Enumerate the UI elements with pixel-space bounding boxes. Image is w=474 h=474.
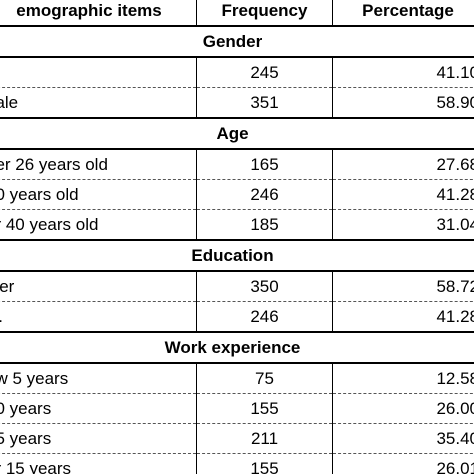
row-percentage: 31.04 bbox=[332, 209, 474, 241]
section-title: Age bbox=[0, 117, 474, 150]
row-percentage: 35.40 bbox=[332, 423, 474, 454]
header-percentage: Percentage bbox=[332, 0, 474, 27]
row-item-label: ster bbox=[0, 271, 197, 302]
row-frequency: 75 bbox=[196, 363, 333, 394]
row-item-label: 40 years old bbox=[0, 179, 197, 210]
row-frequency: 155 bbox=[196, 453, 333, 474]
row-frequency: 245 bbox=[196, 57, 333, 88]
row-item-label: le bbox=[0, 57, 197, 88]
section-title: Gender bbox=[0, 25, 474, 58]
row-frequency: 350 bbox=[196, 271, 333, 302]
row-percentage: 58.72 bbox=[332, 271, 474, 302]
row-item-label: er 40 years old bbox=[0, 209, 197, 241]
section-row: Gender bbox=[0, 25, 474, 58]
row-item-label: 10 years bbox=[0, 393, 197, 424]
row-frequency: 246 bbox=[196, 179, 333, 210]
table-row: ster35058.72 bbox=[0, 271, 474, 302]
section-title: Education bbox=[0, 239, 474, 272]
row-item-label: D. bbox=[0, 301, 197, 333]
row-frequency: 155 bbox=[196, 393, 333, 424]
row-frequency: 211 bbox=[196, 423, 333, 454]
row-percentage: 12.58 bbox=[332, 363, 474, 394]
table-row: le24541.10 bbox=[0, 57, 474, 88]
row-item-label: 15 years bbox=[0, 423, 197, 454]
header-demographic-items: emographic items bbox=[0, 0, 197, 27]
row-percentage: 27.68 bbox=[332, 149, 474, 180]
row-percentage: 41.28 bbox=[332, 301, 474, 333]
row-frequency: 246 bbox=[196, 301, 333, 333]
header-frequency: Frequency bbox=[196, 0, 333, 27]
row-frequency: 185 bbox=[196, 209, 333, 241]
row-item-label: ow 5 years bbox=[0, 363, 197, 394]
row-frequency: 351 bbox=[196, 87, 333, 119]
row-item-label: der 26 years old bbox=[0, 149, 197, 180]
section-row: Education bbox=[0, 239, 474, 272]
section-row: Age bbox=[0, 117, 474, 150]
row-percentage: 26.01 bbox=[332, 453, 474, 474]
table-body: Genderle24541.10nale35158.90Ageder 26 ye… bbox=[0, 25, 474, 474]
row-item-label: nale bbox=[0, 87, 197, 119]
section-title: Work experience bbox=[0, 331, 474, 364]
row-item-label: er 15 years bbox=[0, 453, 197, 474]
row-percentage: 41.10 bbox=[332, 57, 474, 88]
table-row: nale35158.90 bbox=[0, 87, 474, 119]
row-percentage: 26.00 bbox=[332, 393, 474, 424]
row-percentage: 58.90 bbox=[332, 87, 474, 119]
section-row: Work experience bbox=[0, 331, 474, 364]
row-percentage: 41.28 bbox=[332, 179, 474, 210]
table-header-row: emographic items Frequency Percentage bbox=[0, 0, 474, 27]
row-frequency: 165 bbox=[196, 149, 333, 180]
